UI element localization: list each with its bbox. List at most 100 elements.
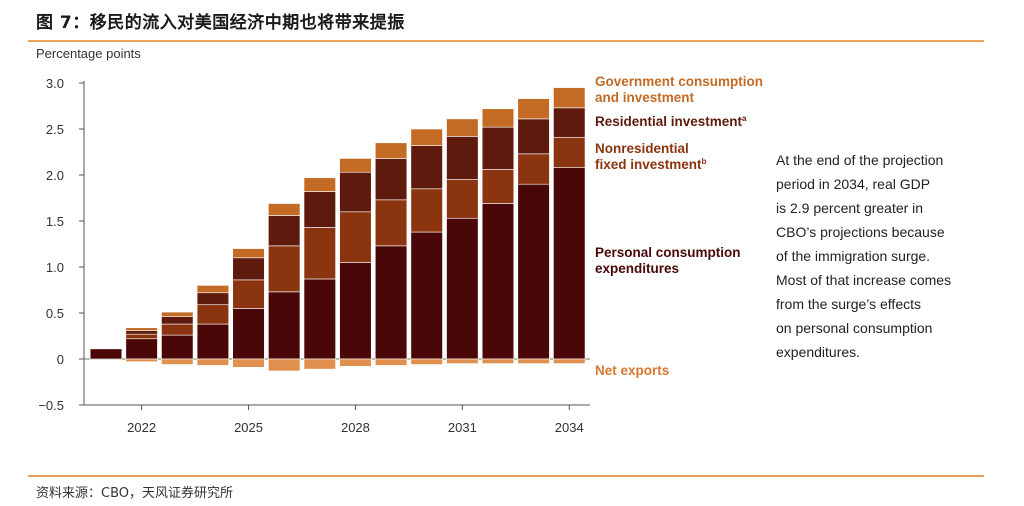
series-label-government: and investment (595, 90, 695, 105)
bar-segment-net_exports (196, 358, 230, 366)
series-label-nonresidential: Nonresidential (595, 141, 689, 156)
bar-segment-personal (481, 203, 515, 360)
bar-segment-nonresidential (553, 136, 586, 168)
stacked-bar-chart: Percentage points −0.5 0 0.5 1.0 1.5 2.0 2.5 3.… (36, 46, 763, 435)
x-tick-label: 2028 (341, 420, 370, 435)
bar-segment-government (268, 203, 301, 216)
bar-segment-personal (161, 334, 194, 360)
bar-series (89, 87, 586, 372)
bar-segment-government (196, 285, 230, 294)
note-line: At the end of the projection (776, 152, 944, 168)
top-rule (28, 40, 984, 42)
bar-segment-residential (232, 257, 265, 281)
bar-segment-residential (303, 191, 336, 228)
bar-segment-residential (196, 292, 230, 306)
bottom-rule (28, 475, 984, 477)
series-label-personal: expenditures (595, 261, 679, 276)
bar-segment-personal (446, 217, 479, 360)
bar-segment-personal (410, 231, 443, 360)
bar-segment-nonresidential (410, 188, 443, 233)
note-line: from the surge’s effects (776, 296, 921, 312)
series-label-net_exports: Net exports (595, 363, 669, 378)
bar-segment-government (410, 128, 443, 146)
bar-segment-nonresidential (446, 179, 479, 219)
bar-segment-residential (339, 171, 372, 213)
bar-segment-nonresidential (268, 245, 301, 293)
bar-segment-residential (161, 316, 194, 325)
bar-segment-personal (196, 323, 230, 360)
bar-segment-nonresidential (517, 153, 550, 185)
bar-segment-personal (89, 348, 123, 360)
bar-segment-residential (374, 158, 408, 201)
source-note: 资料来源：CBO，天风证券研究所 (36, 486, 233, 501)
series-label-superscript: a (742, 114, 747, 123)
note-line: expenditures. (776, 344, 861, 360)
bar-segment-government (481, 108, 515, 128)
bar-segment-government (446, 118, 479, 137)
bar-segment-nonresidential (196, 304, 230, 325)
y-tick-label: 0.5 (46, 306, 64, 321)
bar-segment-residential (553, 107, 586, 138)
y-tick-label: 2.0 (46, 168, 64, 183)
bar-segment-nonresidential (481, 169, 515, 204)
bar-segment-residential (125, 330, 158, 335)
note-line: is 2.9 percent greater in (776, 200, 924, 216)
bar-segment-personal (303, 278, 336, 360)
bar-segment-personal (339, 262, 372, 360)
bar-segment-government (374, 142, 408, 159)
bar-segment-nonresidential (232, 279, 265, 309)
bar-segment-net_exports (339, 358, 372, 367)
bar-segment-government (553, 87, 586, 109)
bar-segment-net_exports (161, 358, 194, 365)
series-label-residential: Residential investmenta (595, 114, 747, 129)
figure-title: 图 7：移民的流入对美国经济中期也将带来提振 (36, 13, 405, 33)
bar-segment-personal (517, 183, 550, 360)
bar-segment-personal (374, 245, 408, 360)
bar-segment-net_exports (303, 358, 336, 370)
y-tick-label: 2.5 (46, 122, 64, 137)
bar-segment-net_exports (553, 358, 586, 364)
series-label-personal: Personal consumption (595, 245, 741, 260)
bar-segment-net_exports (517, 358, 550, 364)
bar-segment-residential (481, 126, 515, 170)
series-label-government: Government consumption (595, 74, 763, 89)
note-line: Most of that increase comes (776, 272, 952, 288)
bar-segment-nonresidential (161, 323, 194, 336)
note-line: on personal consumption (776, 320, 933, 336)
y-tick-label: 3.0 (46, 76, 64, 91)
y-axis: −0.5 0 0.5 1.0 1.5 2.0 2.5 3.0 (38, 76, 85, 413)
bar-segment-net_exports (481, 358, 515, 364)
series-label-nonresidential: fixed investmentb (595, 157, 707, 172)
bar-segment-residential (268, 215, 301, 247)
bar-segment-personal (232, 308, 265, 360)
bar-segment-government (339, 158, 372, 173)
bar-segment-personal (125, 338, 158, 360)
x-tick-label: 2034 (555, 420, 584, 435)
y-tick-label: 1.5 (46, 214, 64, 229)
bar-segment-nonresidential (125, 333, 158, 340)
bar-segment-net_exports (374, 358, 408, 366)
annotation-note: At the end of the projection period in 2… (776, 148, 996, 364)
y-tick-label: 1.0 (46, 260, 64, 275)
x-tick-label: 2022 (127, 420, 156, 435)
bar-segment-government (517, 98, 550, 120)
bar-segment-government (232, 248, 265, 259)
bar-segment-government (125, 327, 158, 331)
bar-segment-residential (446, 136, 479, 180)
bar-segment-nonresidential (339, 211, 372, 263)
bar-segment-net_exports (410, 358, 443, 365)
bar-segment-residential (410, 145, 443, 190)
x-axis: 2022 2025 2028 2031 2034 (84, 358, 590, 435)
x-tick-label: 2025 (234, 420, 263, 435)
bar-segment-personal (268, 291, 301, 360)
bar-segment-residential (517, 118, 550, 155)
bar-segment-government (303, 177, 336, 192)
y-tick-label: −0.5 (38, 398, 64, 413)
bar-segment-net_exports (232, 358, 265, 368)
note-line: period in 2034, real GDP (776, 176, 931, 192)
x-tick-label: 2031 (448, 420, 477, 435)
bar-segment-nonresidential (374, 199, 408, 247)
bar-segment-nonresidential (303, 227, 336, 280)
note-line: CBO’s projections because (776, 224, 945, 240)
